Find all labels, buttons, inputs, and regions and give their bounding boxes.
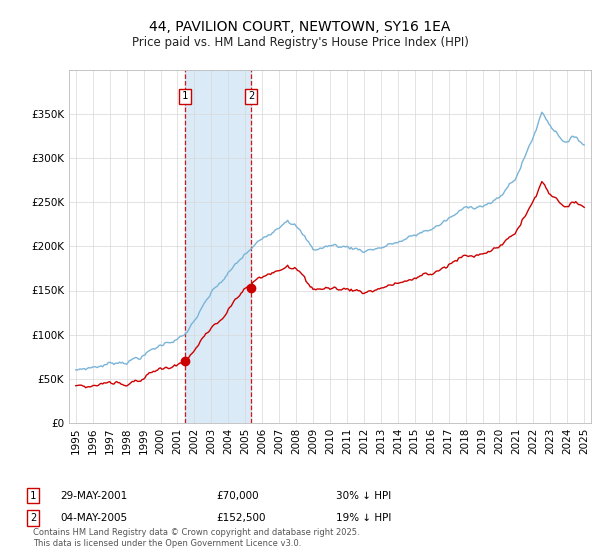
Text: 2: 2 <box>30 513 36 523</box>
Text: 1: 1 <box>30 491 36 501</box>
Text: 19% ↓ HPI: 19% ↓ HPI <box>336 513 391 523</box>
Text: Price paid vs. HM Land Registry's House Price Index (HPI): Price paid vs. HM Land Registry's House … <box>131 36 469 49</box>
Text: 1: 1 <box>181 91 188 101</box>
Text: 30% ↓ HPI: 30% ↓ HPI <box>336 491 391 501</box>
Text: 2: 2 <box>248 91 254 101</box>
Text: £152,500: £152,500 <box>216 513 265 523</box>
Bar <box>185 70 251 423</box>
Text: 04-MAY-2005: 04-MAY-2005 <box>60 513 127 523</box>
Text: 44, PAVILION COURT, NEWTOWN, SY16 1EA: 44, PAVILION COURT, NEWTOWN, SY16 1EA <box>149 20 451 34</box>
Text: 29-MAY-2001: 29-MAY-2001 <box>60 491 127 501</box>
Text: Contains HM Land Registry data © Crown copyright and database right 2025.
This d: Contains HM Land Registry data © Crown c… <box>33 528 359 548</box>
Text: £70,000: £70,000 <box>216 491 259 501</box>
